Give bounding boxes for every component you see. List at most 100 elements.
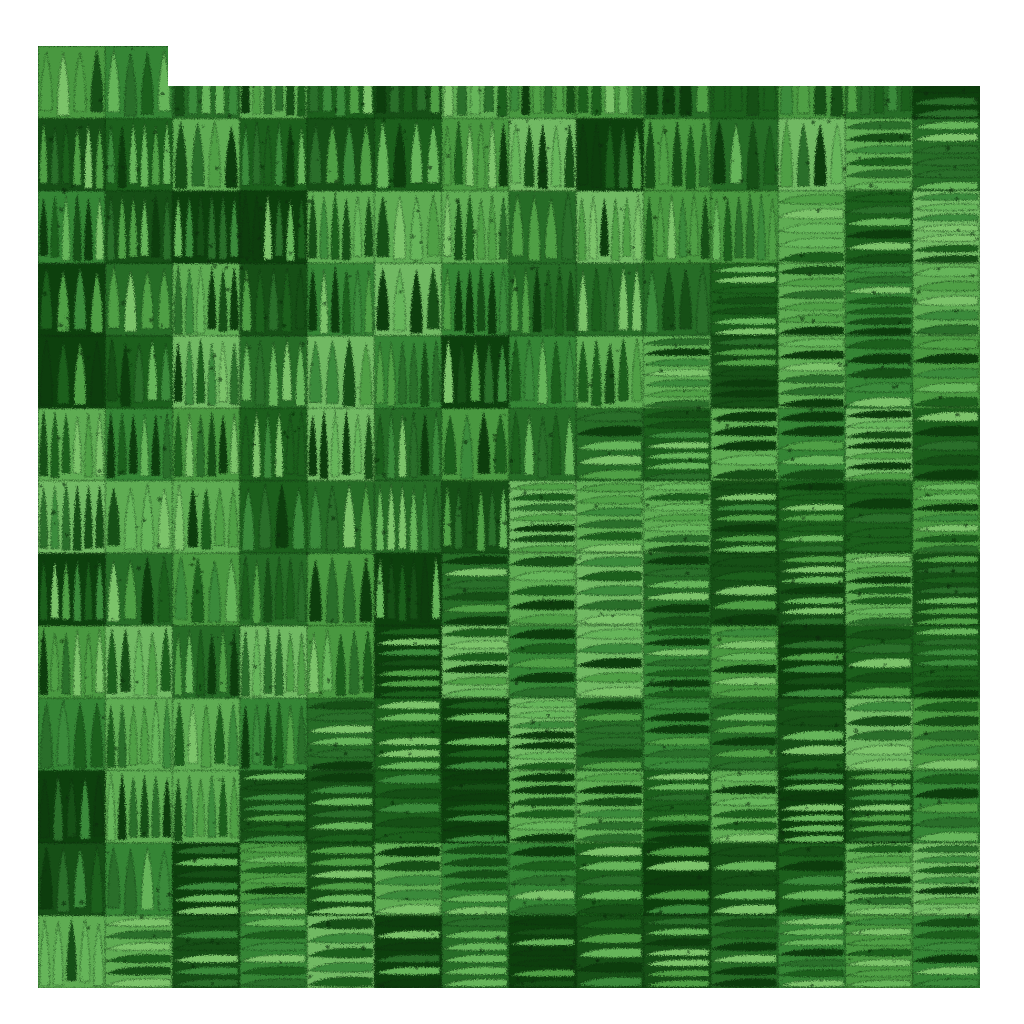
texture-dot — [485, 145, 488, 149]
texture-dot — [79, 125, 83, 129]
texture-dot — [225, 883, 228, 886]
texture-dot — [609, 373, 614, 379]
texture-dot — [290, 141, 296, 146]
texture-dot — [502, 829, 507, 834]
texture-dot — [408, 752, 412, 756]
texture-dot — [427, 165, 433, 170]
texture-dot — [782, 753, 786, 756]
texture-dot — [404, 418, 407, 421]
mosaic-tile — [844, 335, 914, 410]
texture-dot — [512, 883, 516, 887]
texture-dot — [516, 977, 520, 981]
texture-dot — [878, 139, 883, 144]
texture-dot — [236, 234, 241, 239]
texture-dot — [79, 900, 84, 905]
texture-dot — [350, 941, 353, 944]
mosaic-tile — [508, 625, 578, 700]
mosaic-tile — [306, 552, 376, 627]
texture-dot — [114, 747, 118, 750]
texture-dot — [455, 198, 460, 203]
texture-dot — [584, 620, 587, 624]
texture-dot — [946, 584, 951, 589]
texture-dot — [686, 585, 689, 588]
texture-dot — [281, 180, 286, 184]
texture-dot — [834, 723, 838, 728]
mosaic-tile — [38, 552, 107, 627]
texture-dot — [244, 278, 249, 282]
texture-dot — [198, 99, 202, 104]
texture-dot — [117, 471, 122, 476]
mosaic-tile — [306, 842, 376, 917]
texture-dot — [146, 825, 149, 828]
texture-dot — [279, 818, 282, 821]
texture-dot — [831, 97, 834, 101]
mosaic-tile — [306, 697, 376, 772]
mosaic-tile — [508, 770, 578, 845]
texture-dot — [361, 102, 365, 106]
texture-dot — [108, 430, 113, 434]
texture-dot — [865, 431, 870, 435]
texture-dot — [564, 127, 568, 131]
texture-dot — [801, 898, 806, 903]
texture-dot — [411, 234, 415, 239]
texture-dot — [215, 166, 219, 171]
texture-dot — [53, 522, 57, 525]
texture-dot — [194, 231, 200, 236]
mosaic-tile — [508, 407, 578, 482]
texture-dot — [461, 281, 464, 283]
texture-dot — [767, 194, 770, 197]
mosaic-tile — [912, 697, 980, 772]
texture-dot — [222, 849, 226, 853]
texture-dot — [842, 166, 847, 171]
texture-dot — [285, 200, 288, 204]
texture-dot — [414, 260, 417, 263]
texture-dot — [845, 921, 850, 926]
texture-dot — [322, 706, 326, 709]
texture-dot — [578, 556, 582, 560]
texture-dot — [405, 897, 408, 901]
texture-dot — [130, 363, 133, 366]
texture-dot — [875, 709, 878, 711]
texture-dot — [282, 235, 286, 239]
texture-dot — [372, 657, 374, 659]
mosaic-tile — [508, 697, 578, 772]
texture-dot — [107, 215, 111, 220]
texture-dot — [884, 103, 888, 107]
texture-dot — [162, 446, 167, 451]
texture-dot — [94, 565, 97, 569]
texture-dot — [889, 191, 894, 196]
texture-dot — [885, 418, 888, 421]
texture-dot — [236, 220, 240, 224]
texture-dot — [415, 602, 418, 605]
mosaic-tile — [104, 842, 174, 917]
texture-dot — [187, 743, 191, 747]
texture-dot — [136, 566, 141, 571]
texture-dot — [944, 664, 949, 669]
texture-dot — [811, 120, 816, 125]
texture-dot — [490, 219, 494, 223]
texture-dot — [899, 135, 904, 140]
texture-dot — [265, 627, 268, 630]
texture-dot — [728, 553, 731, 556]
mosaic-tile — [239, 190, 309, 265]
mosaic-tile — [844, 117, 914, 192]
texture-dot — [167, 892, 172, 897]
mosaic-tile — [844, 262, 914, 337]
mosaic-tile — [104, 625, 174, 700]
texture-dot — [533, 453, 536, 456]
mosaic-tile — [171, 407, 241, 482]
texture-dot — [353, 839, 356, 842]
texture-dot — [528, 667, 532, 670]
texture-dot — [522, 490, 527, 496]
mosaic-tile — [239, 480, 309, 555]
texture-dot — [380, 984, 385, 988]
texture-dot — [70, 604, 73, 607]
texture-dot — [578, 964, 581, 968]
texture-dot — [498, 353, 502, 358]
texture-dot — [67, 882, 70, 885]
texture-dot — [137, 248, 140, 251]
texture-dot — [670, 324, 674, 328]
mosaic-tile — [239, 407, 309, 482]
texture-dot — [337, 807, 342, 812]
texture-dot — [382, 473, 387, 478]
